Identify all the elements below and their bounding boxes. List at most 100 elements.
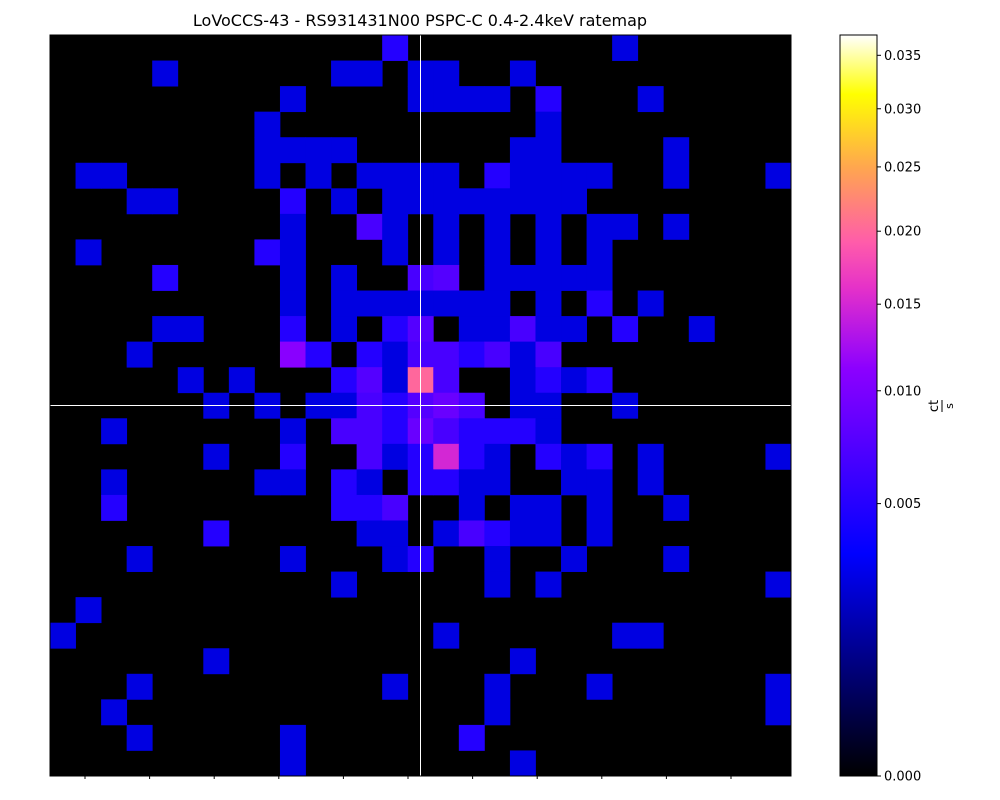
heatmap-cell (561, 316, 587, 343)
colorbar-tick-label: 0.025 (884, 160, 921, 175)
heatmap-cell (101, 469, 128, 496)
heatmap-cells (50, 35, 792, 777)
heatmap-cell (356, 418, 383, 445)
heatmap-cell (101, 494, 128, 521)
heatmap-cell (458, 494, 485, 521)
heatmap-cell (612, 213, 639, 240)
heatmap-cell (382, 341, 409, 368)
heatmap-cell (126, 673, 153, 700)
heatmap-cell (535, 290, 562, 317)
colorbar-tick-label: 0.030 (884, 102, 921, 117)
heatmap-cell (228, 367, 255, 394)
heatmap-cell (535, 264, 562, 291)
heatmap-cell (484, 571, 511, 598)
heatmap-cell (152, 60, 179, 87)
heatmap-cell (509, 520, 536, 547)
heatmap-cell (458, 443, 485, 470)
heatmap-cell (458, 290, 485, 317)
heatmap-cell (356, 341, 383, 368)
heatmap-cell (203, 443, 230, 470)
heatmap-cell (509, 648, 536, 675)
heatmap-cell (509, 750, 536, 777)
heatmap-cell (509, 60, 536, 87)
heatmap-cell (433, 290, 460, 317)
heatmap-cell (356, 213, 383, 240)
heatmap-cell (535, 111, 562, 138)
heatmap-cell (637, 443, 664, 470)
heatmap-cell (75, 162, 102, 189)
heatmap-cell (535, 137, 562, 164)
heatmap-cell (50, 622, 76, 649)
heatmap-cell (586, 673, 613, 700)
heatmap-cell (331, 264, 358, 291)
heatmap-cell (484, 316, 511, 343)
heatmap-cell (509, 162, 536, 189)
heatmap-cell (152, 264, 179, 291)
heatmap-cell (279, 316, 306, 343)
heatmap-cell (535, 520, 562, 547)
heatmap-cell (458, 520, 485, 547)
heatmap-cell (612, 35, 639, 61)
heatmap-cell (535, 316, 562, 343)
heatmap-cell (688, 316, 715, 343)
heatmap-cell (433, 188, 460, 215)
colorbar-tick-label: 0.015 (884, 298, 921, 313)
heatmap-cell (586, 239, 613, 266)
heatmap-cell (535, 367, 562, 394)
heatmap-cell (433, 367, 460, 394)
heatmap-cell (535, 86, 562, 113)
heatmap-cell (535, 443, 562, 470)
heatmap-cell (382, 418, 409, 445)
heatmap-cell (586, 469, 613, 496)
heatmap-cell (458, 418, 485, 445)
heatmap-cell (75, 239, 102, 266)
heatmap-cell (356, 494, 383, 521)
heatmap-cell (484, 162, 511, 189)
heatmap-cell (484, 469, 511, 496)
heatmap-cell (458, 188, 485, 215)
heatmap-cell (305, 137, 332, 164)
heatmap-cell (535, 239, 562, 266)
colorbar-label: ct s (927, 400, 956, 412)
heatmap-cell (765, 673, 792, 700)
heatmap-cell (561, 367, 587, 394)
heatmap-cell (509, 418, 536, 445)
heatmap-cell (458, 469, 485, 496)
heatmap-cell (484, 188, 511, 215)
heatmap-cell (382, 443, 409, 470)
heatmap-cell (382, 239, 409, 266)
heatmap-cell (433, 341, 460, 368)
heatmap-cell (509, 367, 536, 394)
colorbar-gradient (839, 34, 878, 777)
heatmap-cell (331, 316, 358, 343)
heatmap-cell (561, 264, 587, 291)
heatmap-cell (509, 341, 536, 368)
heatmap-cell (765, 571, 792, 598)
heatmap-cell (279, 724, 306, 751)
heatmap-cell (561, 188, 587, 215)
colorbar-label-denominator: s (943, 403, 956, 409)
heatmap-cell (458, 724, 485, 751)
heatmap-area (49, 34, 792, 779)
heatmap-cell (637, 86, 664, 113)
heatmap-cell (535, 213, 562, 240)
heatmap-cell (561, 162, 587, 189)
heatmap-cell (663, 546, 690, 572)
heatmap-cell (356, 469, 383, 496)
x-axis-ticks (84, 776, 732, 779)
heatmap-cell (356, 60, 383, 87)
heatmap-cell (254, 469, 281, 496)
heatmap-cell (382, 188, 409, 215)
heatmap-cell (484, 546, 511, 572)
heatmap-cell (586, 290, 613, 317)
heatmap-cell (433, 239, 460, 266)
heatmap-cell (101, 418, 128, 445)
heatmap-cell (152, 188, 179, 215)
heatmap-cell (458, 86, 485, 113)
heatmap-cell (433, 443, 460, 470)
heatmap-cell (382, 162, 409, 189)
heatmap-cell (279, 264, 306, 291)
heatmap-cell (509, 137, 536, 164)
heatmap-cell (484, 418, 511, 445)
heatmap-cell (484, 699, 511, 726)
